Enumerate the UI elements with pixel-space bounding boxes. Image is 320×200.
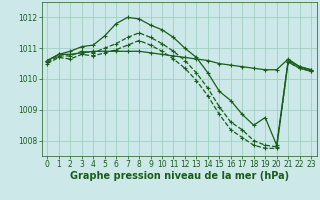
X-axis label: Graphe pression niveau de la mer (hPa): Graphe pression niveau de la mer (hPa) (70, 171, 289, 181)
